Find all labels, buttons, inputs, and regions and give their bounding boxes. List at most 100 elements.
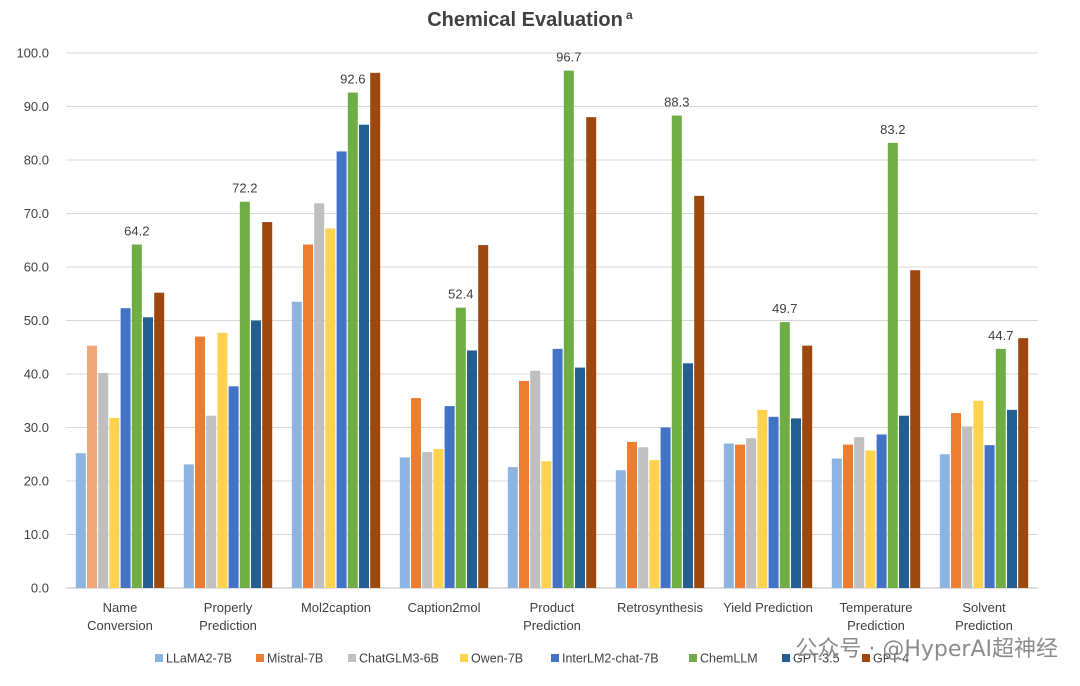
bar-owen-7b-7 [865,450,876,588]
bar-owen-7b-3 [433,448,444,588]
bar-gpt-4-7 [910,270,921,588]
x-tick-label-8: Solvent [962,600,1006,615]
bar-gpt-3-5-7 [899,415,909,588]
bar-llama2-7b-3 [399,457,410,588]
bar-gpt-3-5-5 [683,363,693,588]
bar-chatglm3-6b-6 [746,438,757,588]
x-tick-label-4: Prediction [523,618,581,633]
x-tick-label-3: Caption2mol [408,600,481,615]
data-label-4: 96.7 [556,50,581,65]
bar-llama2-7b-5 [615,470,626,588]
bar-interlm2-chat-7b-5 [660,427,671,588]
bar-llama2-7b-4 [507,467,518,588]
bar-chemllm-2 [347,92,358,588]
data-label-5: 88.3 [664,95,689,110]
bar-mistral-7b-7 [843,444,853,588]
x-tick-label-5: Retrosynthesis [617,600,703,615]
chart-title: Chemical Evaluation [427,9,623,31]
y-tick-label: 80.0 [24,153,49,168]
legend-label-interlm2-chat-7b: InterLM2-chat-7B [562,652,659,666]
bar-gpt-3-5-0 [143,317,153,588]
data-label-8: 44.7 [988,328,1013,343]
data-label-2: 92.6 [340,72,365,87]
bar-gpt-4-0 [154,292,165,588]
legend-label-chemllm: ChemLLM [700,652,758,666]
bar-chemllm-7 [887,142,898,588]
x-tick-label-1: Properly [204,600,253,615]
bar-chemllm-5 [671,115,682,588]
bar-mistral-7b-1 [195,336,205,588]
bar-interlm2-chat-7b-1 [228,386,239,588]
x-tick-label-2: Mol2caption [301,600,371,615]
legend-swatch-chatglm3-6b [348,654,356,662]
y-tick-label: 100.0 [16,46,49,61]
bar-interlm2-chat-7b-4 [552,348,563,588]
bar-chatglm3-6b-4 [530,370,541,588]
bar-llama2-7b-7 [831,458,842,588]
bar-mistral-7b-0 [87,345,97,588]
y-tick-label: 0.0 [31,581,49,596]
legend-label-owen-7b: Owen-7B [471,652,523,666]
watermark: 公众号 · @HyperAI超神经 [795,637,1058,662]
bar-interlm2-chat-7b-0 [120,308,131,588]
data-label-3: 52.4 [448,287,473,302]
bar-gpt-3-5-8 [1007,409,1017,588]
bar-chatglm3-6b-5 [638,447,649,588]
bar-gpt-3-5-1 [251,320,261,588]
bar-mistral-7b-4 [519,380,529,588]
bar-interlm2-chat-7b-7 [876,434,887,588]
legend-swatch-gpt-3-5 [782,654,790,662]
legend-swatch-interlm2-chat-7b [551,654,559,662]
x-tick-label-6: Yield Prediction [723,600,813,615]
x-tick-label-7: Temperature [840,600,913,615]
gridlines [66,52,1038,589]
bar-gpt-3-5-3 [467,350,477,588]
legend-swatch-owen-7b [460,654,468,662]
x-tick-label-4: Product [530,600,575,615]
y-tick-label: 20.0 [24,474,49,489]
bar-interlm2-chat-7b-6 [768,416,779,588]
legend-swatch-gpt-4 [862,654,870,662]
y-axis: 0.0 10.0 20.0 30.0 40.0 50.0 60.0 70.0 80.0 90.0 1… [16,46,49,596]
y-tick-label: 10.0 [24,527,49,542]
y-tick-label: 40.0 [24,367,49,382]
bar-mistral-7b-6 [735,444,745,588]
bar-gpt-4-6 [802,345,813,588]
y-tick-label: 30.0 [24,420,49,435]
bar-llama2-7b-1 [183,464,194,588]
legend-swatch-mistral-7b [256,654,264,662]
y-tick-label: 60.0 [24,260,49,275]
bar-gpt-3-5-4 [575,367,585,588]
bar-chemllm-8 [995,348,1006,588]
bar-mistral-7b-3 [411,398,421,588]
bar-gpt-3-5-6 [791,418,801,588]
bar-chemllm-1 [239,201,250,589]
bar-owen-7b-0 [109,417,120,588]
x-tick-label-7: Prediction [847,618,905,633]
chart-title-superscript: a [626,8,633,22]
y-tick-label: 70.0 [24,206,49,221]
bar-interlm2-chat-7b-8 [984,445,995,588]
bar-gpt-4-1 [262,222,273,588]
bar-chatglm3-6b-2 [314,203,325,588]
bar-chemllm-0 [131,244,142,588]
bar-owen-7b-6 [757,409,768,588]
bar-owen-7b-5 [649,460,660,588]
bar-chatglm3-6b-7 [854,437,865,588]
bar-mistral-7b-2 [303,244,313,588]
x-tick-label-0: Name [103,600,138,615]
y-tick-label: 90.0 [24,99,49,114]
x-tick-label-1: Prediction [199,618,257,633]
data-label-0: 64.2 [124,224,149,239]
bar-chatglm3-6b-3 [422,452,433,588]
legend-label-llama2-7b: LLaMA2-7B [166,652,232,666]
bar-chatglm3-6b-1 [206,415,217,588]
legend-label-chatglm3-6b: ChatGLM3-6B [359,652,439,666]
bar-llama2-7b-8 [939,454,950,588]
legend-swatch-llama2-7b [155,654,163,662]
bar-interlm2-chat-7b-3 [444,406,455,588]
bar-gpt-4-4 [586,117,597,588]
bar-llama2-7b-6 [723,443,734,588]
data-labels: 64.2 72.2 92.6 52.4 96.7 88.3 49.7 83.2 44.7 [124,50,1013,343]
